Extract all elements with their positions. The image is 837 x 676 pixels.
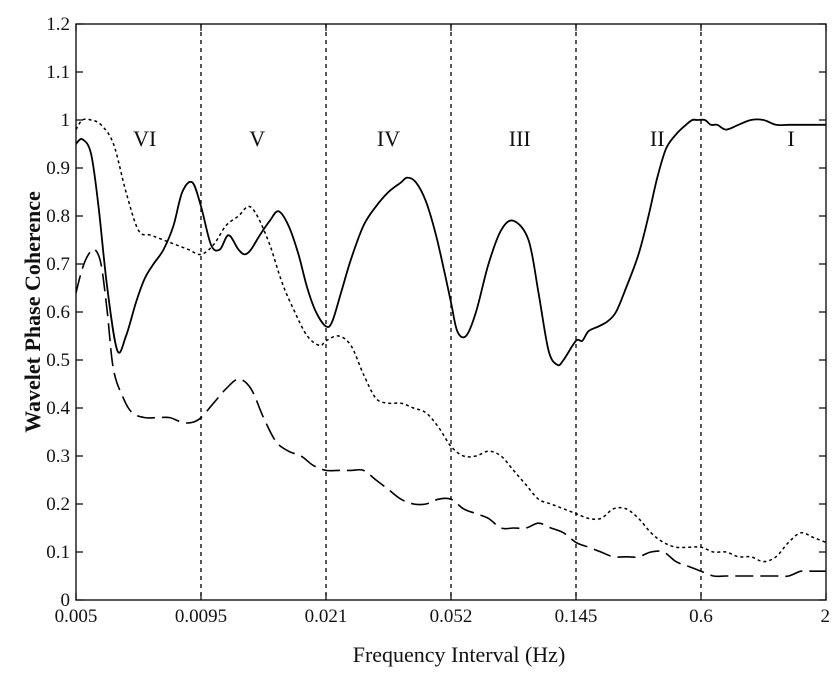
y-tick-label: 1	[61, 110, 71, 131]
y-tick-label: 1.1	[46, 62, 70, 83]
region-boundaries	[200, 24, 702, 600]
region-label: V	[249, 126, 265, 151]
region-label: II	[650, 126, 665, 151]
region-label: VI	[133, 126, 156, 151]
y-axis-label: Wavelet Phase Coherence	[20, 191, 45, 433]
region-label: I	[787, 126, 794, 151]
x-tick-label: 0.6	[689, 606, 713, 627]
region-label: IV	[377, 126, 400, 151]
y-tick-label: 1.2	[46, 14, 70, 35]
y-tick-label: 0	[61, 590, 71, 611]
series-line-dotted	[75, 118, 827, 563]
series-line-dashed	[75, 248, 826, 578]
y-tick-label: 0.6	[46, 302, 70, 323]
x-axis-ticks: 0.005 0.0095 0.021 0.052 0.145 0.6 2	[55, 24, 830, 627]
x-tick-label: 0.005	[55, 606, 98, 627]
y-tick-label: 0.9	[46, 158, 70, 179]
y-axis-ticks: 0 0.1 0.2 0.3 0.4 0.5 0.6 0.7 0.8 0.9 1 1.1 1.2	[46, 14, 826, 611]
series-line-solid	[75, 118, 826, 367]
region-labels: VI V IV III II I	[133, 126, 795, 151]
y-tick-label: 0.3	[46, 446, 70, 467]
series-group	[75, 118, 827, 578]
y-tick-label: 0.1	[46, 542, 70, 563]
x-tick-label: 0.145	[555, 606, 598, 627]
x-tick-label: 0.021	[305, 606, 348, 627]
x-tick-label: 2	[821, 606, 831, 627]
x-tick-label: 0.052	[430, 606, 473, 627]
y-tick-label: 0.2	[46, 494, 70, 515]
x-tick-label: 0.0095	[175, 606, 227, 627]
y-tick-label: 0.5	[46, 350, 70, 371]
region-label: III	[509, 126, 531, 151]
y-tick-label: 0.4	[46, 398, 70, 419]
x-axis-label: Frequency Interval (Hz)	[353, 642, 566, 667]
y-tick-label: 0.8	[46, 206, 70, 227]
y-tick-label: 0.7	[46, 254, 70, 275]
